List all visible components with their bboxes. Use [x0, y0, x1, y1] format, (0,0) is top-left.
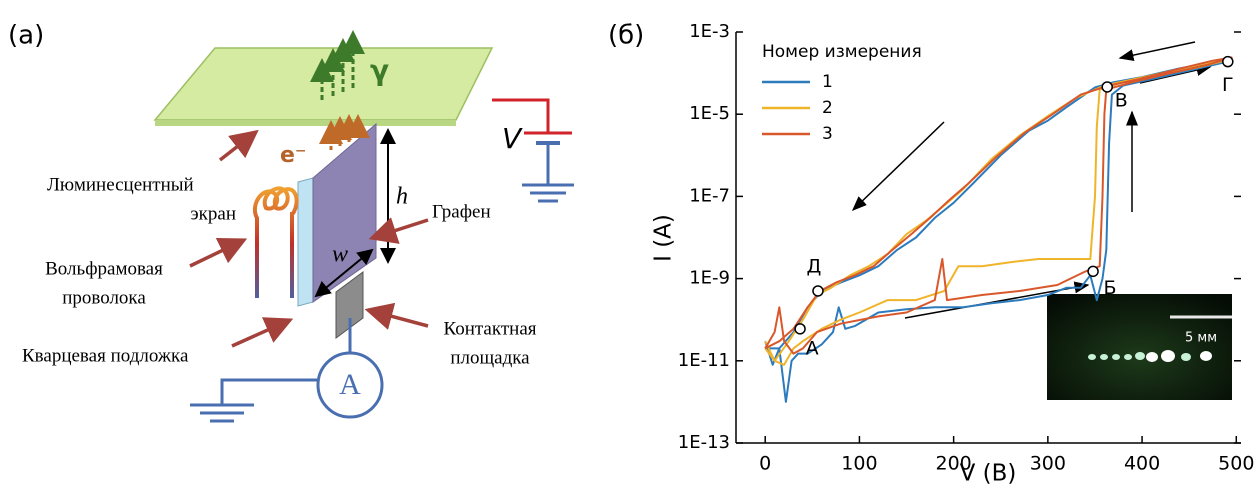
point-marker — [1223, 57, 1233, 67]
y-tick-label: 1E-5 — [689, 103, 730, 124]
point-label: Г — [1222, 74, 1234, 96]
point-marker — [1088, 266, 1098, 276]
point-marker — [813, 286, 823, 296]
panel-label: (а) — [8, 21, 44, 51]
scale-label: 5 мм — [1185, 331, 1217, 346]
label: площадка — [450, 347, 530, 368]
legend-label: 1 — [822, 72, 833, 92]
sweep-arrows — [853, 42, 1210, 318]
legend-label: 3 — [822, 124, 833, 144]
gamma-label: γ — [370, 54, 389, 87]
legend-title: Номер измерения — [762, 42, 922, 62]
ground — [190, 405, 254, 421]
inset-photo — [1047, 294, 1232, 400]
panel-b: (б) 5 мм 1E-13 1E-11 1E-9 1E-7 1E-5 1E-3 0 100 2… — [608, 21, 1254, 487]
x-tick-label: 100 — [841, 453, 877, 475]
label: Люминесцентный — [47, 174, 194, 195]
x-axis-label: V (В) — [960, 461, 1017, 487]
y-tick-label: 1E-13 — [678, 432, 730, 453]
tungsten-wire — [255, 188, 297, 298]
point-label: Б — [1104, 277, 1117, 299]
label: Контактная — [444, 318, 537, 339]
point-marker — [795, 324, 805, 334]
labels: Люминесцентный экран Вольфрамовая проволока… — [22, 174, 537, 368]
panel-label: (б) — [608, 21, 644, 51]
label: экран — [191, 203, 237, 224]
graphene — [313, 124, 376, 302]
point-marker — [1102, 82, 1112, 92]
label: проволока — [62, 287, 146, 308]
ammeter-label: A — [339, 368, 361, 401]
y-tick-label: 1E-9 — [689, 268, 730, 289]
label: Вольфрамовая — [45, 258, 163, 279]
ground-wire — [222, 380, 318, 405]
legend-label: 2 — [822, 98, 833, 118]
quartz-substrate — [298, 178, 313, 306]
x-tick-label: 300 — [1030, 453, 1066, 475]
y-axis-label: I (A) — [651, 214, 677, 262]
y-tick-label: 1E-3 — [689, 21, 730, 42]
y-tick-label: 1E-11 — [678, 350, 730, 371]
electron-label: e⁻ — [280, 143, 307, 168]
label: Графен — [432, 201, 491, 222]
label: Кварцевая подложка — [22, 345, 189, 366]
panel-a: (а) γ e⁻ h w V A Люминесцент — [8, 21, 574, 422]
screen-edge — [155, 120, 456, 126]
height-label: h — [396, 184, 408, 210]
x-tick-label: 500 — [1218, 453, 1254, 475]
x-tick-label: 400 — [1124, 453, 1160, 475]
point-label: В — [1115, 89, 1128, 111]
y-tick-label: 1E-7 — [689, 185, 730, 206]
figure: (а) γ e⁻ h w V A Люминесцент — [0, 0, 1258, 488]
voltage-label: V — [502, 122, 523, 155]
x-tick-label: 0 — [759, 453, 771, 475]
point-label: А — [806, 337, 819, 359]
ground — [522, 185, 574, 201]
width-label: w — [332, 242, 348, 268]
point-label: Д — [807, 255, 822, 277]
